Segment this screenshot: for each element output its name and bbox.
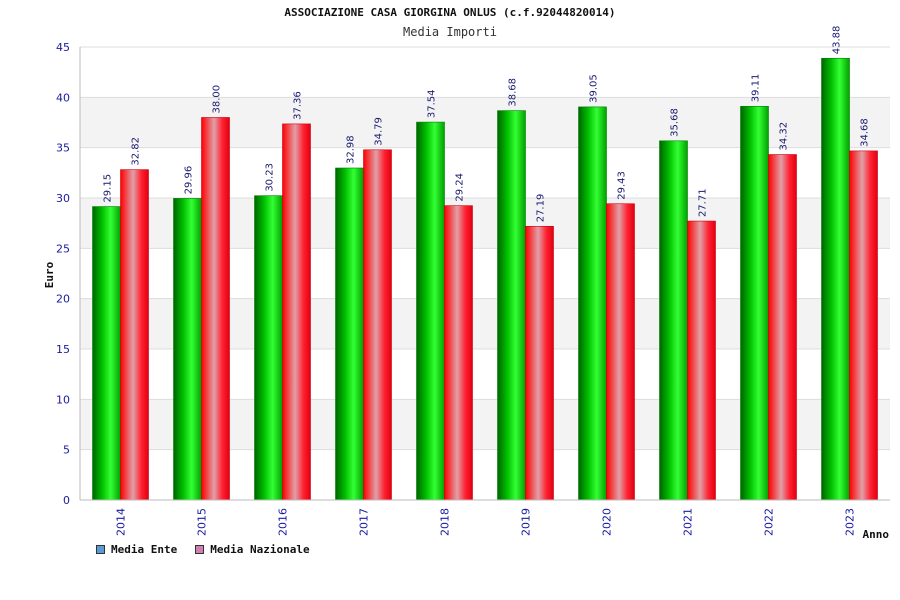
bar-media-ente [416,121,445,501]
bar-media-ente [173,198,202,501]
legend-swatch-media-nazionale [195,545,205,554]
y-tick-label: 20 [56,293,70,306]
data-label-media-nazionale: 27.19 [536,194,547,223]
data-label-media-ente: 43.88 [832,26,843,55]
bar-media-nazionale [687,220,716,501]
legend-label-media-ente: Media Ente [111,543,178,556]
chart-subtitle: Media Importi [403,25,497,39]
data-labels: 29.15 32.82 29.96 38.00 30.23 37.36 32.98 34.79… [103,26,871,223]
legend-label-media-nazionale: Media Nazionale [210,543,310,556]
data-label-media-ente: 37.54 [427,89,438,118]
data-label-media-nazionale: 34.68 [860,118,871,147]
x-tick-label: 2016 [277,508,290,536]
data-label-media-nazionale: 37.36 [293,91,304,120]
legend-swatch-media-ente [96,545,105,554]
x-tick-label: 2017 [358,508,371,536]
data-label-media-nazionale: 34.32 [779,122,790,151]
bars [92,57,878,501]
data-label-media-nazionale: 32.82 [131,137,142,166]
y-axis-ticks: 0 5 10 15 20 25 30 35 40 45 [56,41,70,507]
bar-media-ente [335,167,364,501]
data-label-media-nazionale: 38.00 [212,85,223,114]
legend: Media Ente Media Nazionale [96,543,310,556]
bar-media-ente [740,105,769,501]
data-label-media-ente: 35.68 [670,108,681,137]
bar-media-nazionale [120,169,149,501]
y-axis-label: Euro [43,261,56,288]
y-tick-label: 25 [56,242,70,255]
x-tick-label: 2015 [196,508,209,536]
x-tick-label: 2014 [115,508,128,536]
legend-item-media-ente: Media Ente [96,543,177,556]
x-tick-label: 2023 [844,508,857,536]
y-tick-label: 45 [56,41,70,54]
x-axis-ticks: 2014 2015 2016 2017 2018 2019 2020 2021 2022 2023 [115,508,857,536]
bar-media-nazionale [606,203,635,501]
y-tick-label: 35 [56,142,70,155]
bar-media-ente [821,57,850,501]
y-tick-label: 5 [63,444,70,457]
bar-media-nazionale [201,117,230,501]
data-label-media-nazionale: 34.79 [374,117,385,146]
x-tick-label: 2020 [601,508,614,536]
x-tick-label: 2022 [763,508,776,536]
bar-media-nazionale [363,149,392,501]
data-label-media-nazionale: 29.43 [617,171,628,200]
x-tick-label: 2021 [682,508,695,536]
y-tick-label: 40 [56,91,70,104]
bar-media-ente [578,106,607,501]
bar-media-ente [497,110,526,501]
bar-media-ente [92,206,121,501]
grid-band [80,47,890,98]
data-label-media-ente: 32.98 [346,135,357,164]
bar-media-nazionale [282,123,311,501]
x-axis-label: Anno [863,528,890,541]
y-tick-label: 0 [63,494,70,507]
bar-media-ente [254,195,283,501]
bar-media-nazionale [768,154,797,501]
y-tick-label: 10 [56,393,70,406]
x-tick-label: 2019 [520,508,533,536]
data-label-media-ente: 39.05 [589,74,600,103]
chart-title: ASSOCIAZIONE CASA GIORGINA ONLUS (c.f.92… [284,6,616,19]
x-tick-label: 2018 [439,508,452,536]
y-tick-label: 30 [56,192,70,205]
data-label-media-nazionale: 29.24 [455,173,466,202]
data-label-media-ente: 39.11 [751,74,762,103]
legend-item-media-nazionale: Media Nazionale [195,543,310,556]
bar-media-nazionale [849,150,878,501]
bar-media-nazionale [444,205,473,501]
data-label-media-ente: 29.96 [184,166,195,195]
data-label-media-ente: 29.15 [103,174,114,203]
bar-media-nazionale [525,225,554,501]
data-label-media-ente: 38.68 [508,78,519,107]
data-label-media-ente: 30.23 [265,163,276,192]
data-label-media-nazionale: 27.71 [698,188,709,217]
y-tick-label: 15 [56,343,70,356]
bar-media-ente [659,140,688,501]
